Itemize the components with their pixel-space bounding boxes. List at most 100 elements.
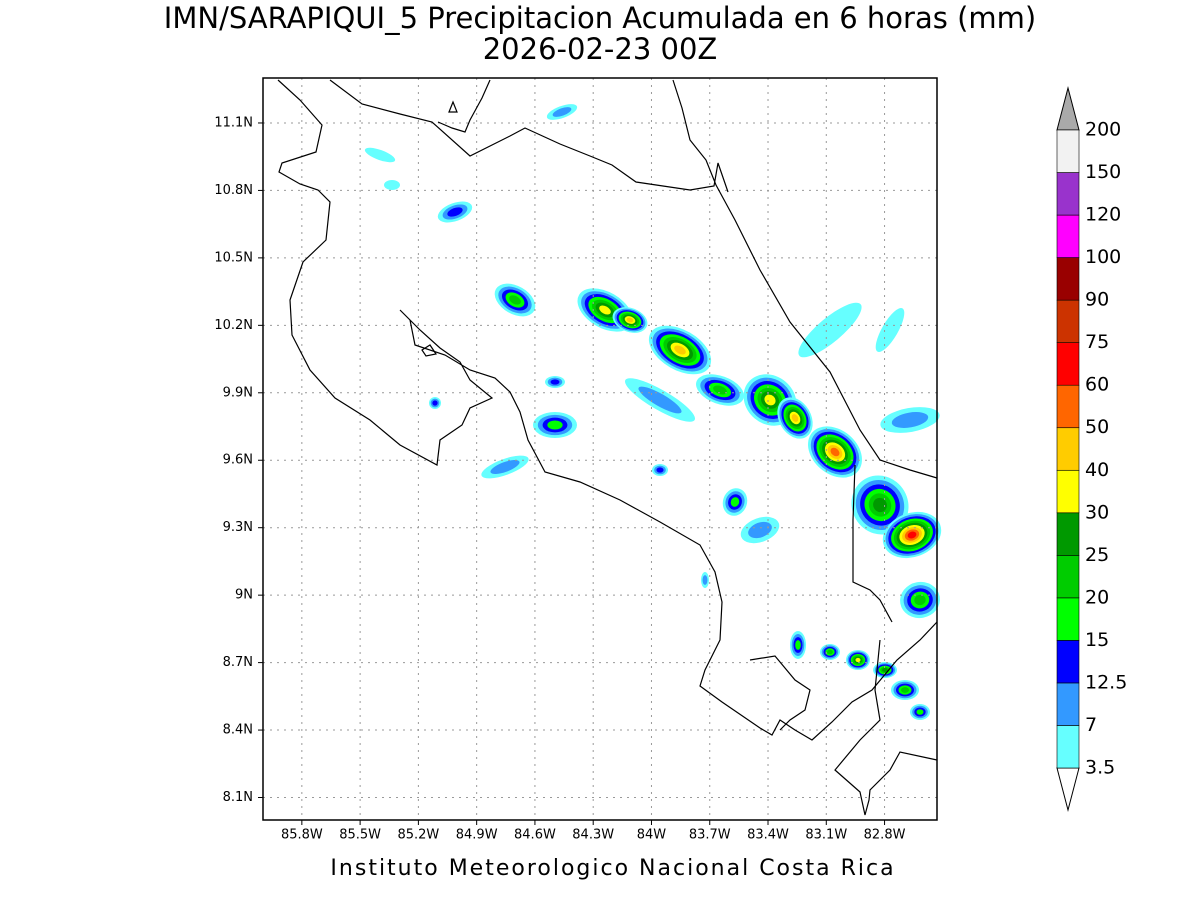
colorbar-label: 100 (1085, 246, 1121, 268)
coastline (834, 639, 938, 816)
precip-blob (599, 305, 611, 315)
map-frame (262, 77, 938, 821)
precip-blob (764, 394, 776, 406)
x-tick-label: 82.8W (864, 828, 906, 843)
colorbar-label: 50 (1085, 416, 1109, 438)
precip-blob (550, 379, 560, 385)
y-tick-label: 9.9N (223, 385, 253, 400)
y-tick-label: 8.7N (223, 655, 253, 670)
title: IMN/SARAPIQUI_5 Precipitacion Acumulada … (164, 1, 1036, 35)
y-tick-label: 10.8N (214, 183, 253, 198)
colorbar-swatch (1056, 725, 1080, 769)
colorbar-swatch (1056, 640, 1080, 684)
precip-blob (798, 302, 862, 358)
border (852, 464, 893, 623)
precip-blob (748, 521, 772, 539)
island (421, 344, 437, 357)
colorbar-label: 90 (1085, 289, 1109, 311)
precip-blob (552, 107, 572, 117)
precip-blob (656, 467, 664, 473)
colorbar-swatch (1056, 555, 1080, 599)
x-tick-label: 85.8W (281, 828, 323, 843)
precip-blob (914, 594, 926, 606)
precip-blob (730, 497, 740, 507)
colorbar-label: 40 (1085, 459, 1109, 481)
colorbar-swatch (1056, 384, 1080, 429)
colorbar-label: 120 (1085, 204, 1121, 226)
precip-blob (882, 668, 888, 672)
precip-blob (447, 207, 463, 217)
y-tick-label: 9.3N (223, 520, 253, 535)
precipitation-field (364, 104, 942, 720)
precip-blob (384, 180, 400, 190)
colorbar-label: 150 (1085, 161, 1121, 183)
coastline (277, 79, 938, 741)
colorbar-label: 200 (1085, 119, 1121, 141)
precip-blob (490, 459, 520, 475)
island (448, 100, 458, 113)
colorbar-swatch (1056, 427, 1080, 471)
precip-blob (702, 575, 708, 585)
colorbar-label: 7 (1085, 714, 1097, 736)
precip-blob (795, 640, 801, 650)
colorbar: 3.5 7 12.5 15 20 25 30 40 50 60 75 90 100 120 150 200 (1056, 86, 1127, 812)
x-tick-label: 83.7W (689, 828, 731, 843)
precip-blob (827, 649, 833, 655)
colorbar-swatch (1056, 512, 1080, 556)
precip-blob (901, 687, 909, 693)
y-tick-label: 10.5N (214, 250, 253, 265)
coastline (672, 79, 938, 479)
colorbar-swatch (1056, 299, 1080, 343)
y-tick-label: 9.6N (223, 453, 253, 468)
precip-blob (875, 307, 905, 353)
precip-blob (626, 317, 634, 323)
precip-blob (547, 420, 563, 430)
x-tick-label: 84.9W (456, 828, 498, 843)
colorbar-over (1056, 86, 1080, 131)
colorbar-swatch (1056, 597, 1080, 641)
coastlines (277, 79, 938, 816)
colorbar-swatch (1056, 172, 1080, 216)
colorbar-label: 75 (1085, 331, 1109, 353)
y-tick-label: 8.1N (223, 790, 253, 805)
colorbar-swatch (1056, 129, 1080, 173)
precip-blob (674, 345, 686, 355)
colorbar-under (1056, 767, 1080, 812)
precip-blob (830, 447, 840, 457)
y-tick-label: 8.4N (223, 723, 253, 738)
x-tick-label: 84W (637, 828, 667, 843)
precip-blob (364, 147, 396, 163)
x-tick-label: 83.1W (805, 828, 847, 843)
colorbar-label: 30 (1085, 501, 1109, 523)
colorbar-label: 25 (1085, 544, 1109, 566)
colorbar-swatch (1056, 214, 1080, 258)
colorbar-swatch (1056, 257, 1080, 301)
y-tick-label: 9N (235, 588, 253, 603)
lake-shore (329, 79, 729, 193)
precip-blob (907, 531, 917, 539)
lake-shore (437, 79, 491, 133)
x-tick-label: 85.2W (397, 828, 439, 843)
colorbar-label: 15 (1085, 629, 1109, 651)
x-tick-label: 84.3W (572, 828, 614, 843)
precip-blob (638, 386, 682, 414)
precip-blob (855, 657, 861, 663)
precip-blob (873, 497, 887, 513)
coastline (749, 655, 811, 731)
x-tick-label: 83.4W (747, 828, 789, 843)
x-tick-label: 84.6W (514, 828, 556, 843)
precip-blob (432, 400, 438, 406)
colorbar-swatch (1056, 469, 1080, 514)
grid (258, 78, 937, 825)
x-tick-label: 85.5W (339, 828, 381, 843)
colorbar-label: 60 (1085, 374, 1109, 396)
colorbar-label: 3.5 (1085, 757, 1115, 779)
precip-blob (791, 414, 799, 422)
colorbar-swatch (1056, 682, 1080, 726)
y-tick-label: 10.2N (214, 318, 253, 333)
precip-blob (509, 295, 521, 305)
precip-blob (916, 709, 924, 715)
colorbar-label: 12.5 (1085, 671, 1127, 693)
colorbar-swatch (1056, 342, 1080, 386)
